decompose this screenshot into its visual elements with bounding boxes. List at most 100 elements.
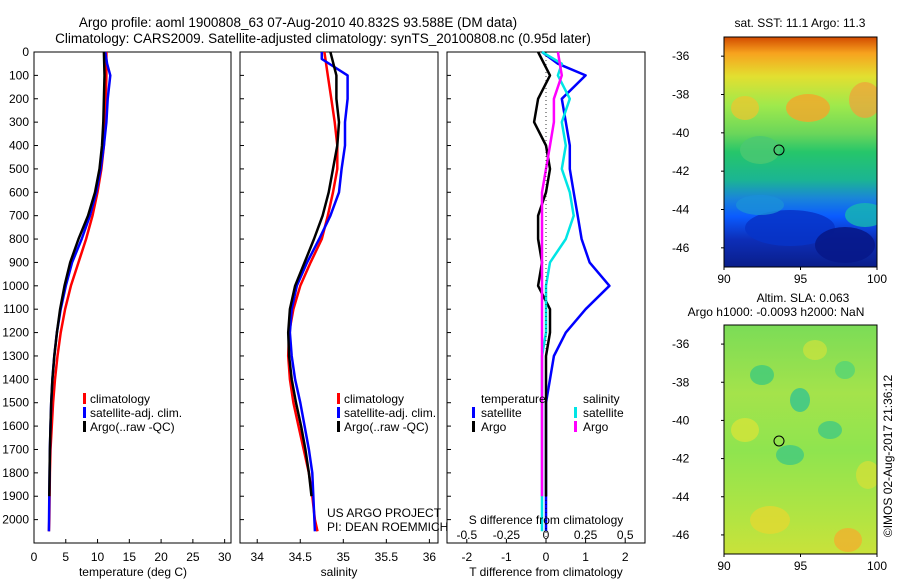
sst-cool-patch	[736, 195, 784, 215]
x-tick-label: 30	[218, 550, 232, 564]
depth-tick-label: 0	[22, 45, 29, 59]
lat-tick-label: -42	[672, 164, 690, 178]
x-tick-label: 2	[622, 550, 629, 564]
lat-tick-label: -40	[672, 126, 690, 140]
legend-label-climatology: climatology	[90, 392, 150, 406]
temperature-xlabel: temperature (deg C)	[79, 565, 187, 579]
imos-credit: ©IMOS 02-Aug-2017 21:36:12	[881, 375, 895, 538]
project-credit: US ARGO PROJECT	[327, 506, 442, 520]
sla-high-patch	[750, 506, 790, 534]
difference-xlabel: T difference from climatology	[469, 565, 623, 579]
lon-tick-label: 100	[867, 559, 887, 573]
sst-warm-patch	[849, 82, 877, 118]
sla-map-title-line2: Argo h1000: -0.0093 h2000: NaN	[688, 305, 865, 319]
legend-swatch-satellite	[337, 407, 340, 418]
x-tick-label: 15	[123, 550, 137, 564]
x-tick-label: 35	[337, 550, 351, 564]
legend-swatch-argo	[83, 421, 86, 432]
lat-tick-label: -36	[672, 49, 690, 63]
legend-label-argo: Argo(..raw -QC)	[344, 420, 429, 434]
depth-tick-label: 600	[9, 185, 29, 199]
sst-warm-patch	[786, 94, 830, 122]
legend-label-satellite: satellite-adj. clim.	[90, 406, 182, 420]
x-tick-label: -1	[501, 550, 512, 564]
sla-low-patch	[835, 361, 855, 379]
legend-label-s-argo: Argo	[583, 420, 609, 434]
x-tick-label: 20	[154, 550, 168, 564]
series-line-satellite-adj-clim-	[288, 52, 349, 532]
x-tick-label: 5	[62, 550, 69, 564]
depth-tick-label: 300	[9, 115, 29, 129]
sla-high-patch	[856, 461, 877, 489]
lat-tick-label: -44	[672, 203, 690, 217]
s-tick-label: -0.5	[456, 528, 477, 542]
sst-cool-patch	[740, 136, 780, 164]
depth-tick-label: 1900	[2, 489, 29, 503]
sla-map-title-line1: Altim. SLA: 0.063	[757, 291, 850, 305]
legend-swatch-t-argo	[472, 421, 475, 432]
legend-label-satellite: satellite-adj. clim.	[344, 406, 436, 420]
x-tick-label: 25	[186, 550, 200, 564]
sst-warm-patch	[731, 96, 759, 120]
sst-cool-patch	[745, 210, 835, 246]
depth-tick-label: 1400	[2, 372, 29, 386]
s-tick-label: 0	[543, 528, 550, 542]
sst-map-axes: -36 -38 -40 -42 -44 -46 90 95 100	[672, 49, 887, 286]
depth-tick-label: 1600	[2, 419, 29, 433]
figure-title-line2: Climatology: CARS2009. Satellite-adjuste…	[55, 31, 591, 46]
sla-high-patch	[834, 528, 862, 552]
lat-tick-label: -40	[672, 413, 690, 427]
depth-tick-label: 2000	[2, 513, 29, 527]
legend-swatch-climatology	[337, 393, 340, 404]
x-tick-label: -2	[461, 550, 472, 564]
sla-high-patch	[803, 340, 827, 360]
legend-label-argo: Argo(..raw -QC)	[90, 420, 175, 434]
series-line-argo-raw-qc-	[286, 51, 341, 497]
difference-legend: temperature satellite Argo salinity sate…	[472, 392, 624, 434]
legend-swatch-t-satellite	[472, 407, 475, 418]
x-tick-label: 36	[423, 550, 437, 564]
legend-swatch-climatology	[83, 393, 86, 404]
salinity-xlabel: salinity	[321, 565, 358, 579]
sst-argo-marker	[773, 144, 785, 156]
x-tick-label: 1	[582, 550, 589, 564]
sla-argo-marker	[773, 435, 785, 447]
depth-tick-label: 800	[9, 232, 29, 246]
depth-tick-label: 1500	[2, 396, 29, 410]
legend-swatch-argo	[337, 421, 340, 432]
sla-low-patch	[750, 365, 774, 385]
s-tick-label: 0.5	[617, 528, 634, 542]
depth-axis: 0 100 200 300 400 500 600 700 800 900 1000 1100 1200…	[2, 45, 451, 527]
legend-title-salinity: salinity	[583, 392, 620, 406]
series-line-argo-raw-qc-	[48, 51, 106, 497]
profile-series	[47, 50, 611, 532]
x-tick-label: 34	[251, 550, 265, 564]
sst-map	[724, 37, 877, 267]
sla-high-patch	[731, 418, 759, 442]
lat-tick-label: -38	[672, 375, 690, 389]
depth-tick-label: 400	[9, 139, 29, 153]
sla-map-axes: -36 -38 -40 -42 -44 -46 90 95 100	[672, 337, 887, 573]
lon-tick-label: 100	[867, 272, 887, 286]
legend-label-climatology: climatology	[344, 392, 404, 406]
lat-tick-label: -36	[672, 337, 690, 351]
sla-low-patch	[818, 421, 842, 439]
legend-swatch-s-satellite	[574, 407, 577, 418]
depth-tick-label: 1300	[2, 349, 29, 363]
x-tick-label: 34.5	[289, 550, 313, 564]
legend-swatch-s-argo	[574, 421, 577, 432]
x-tick-label: 0	[543, 550, 550, 564]
lon-tick-label: 90	[717, 272, 731, 286]
x-tick-label: 35.5	[375, 550, 399, 564]
legend-label-s-satellite: satellite	[583, 406, 624, 420]
depth-tick-label: 1200	[2, 326, 29, 340]
sst-cool-patch	[845, 203, 877, 227]
temperature-legend: climatology satellite-adj. clim. Argo(..…	[83, 392, 182, 434]
s-tick-label: -0.25	[493, 528, 521, 542]
legend-title-temperature: temperature	[481, 392, 546, 406]
depth-tick-label: 200	[9, 92, 29, 106]
depth-tick-label: 100	[9, 68, 29, 82]
lat-tick-label: -46	[672, 241, 690, 255]
depth-tick-label: 500	[9, 162, 29, 176]
